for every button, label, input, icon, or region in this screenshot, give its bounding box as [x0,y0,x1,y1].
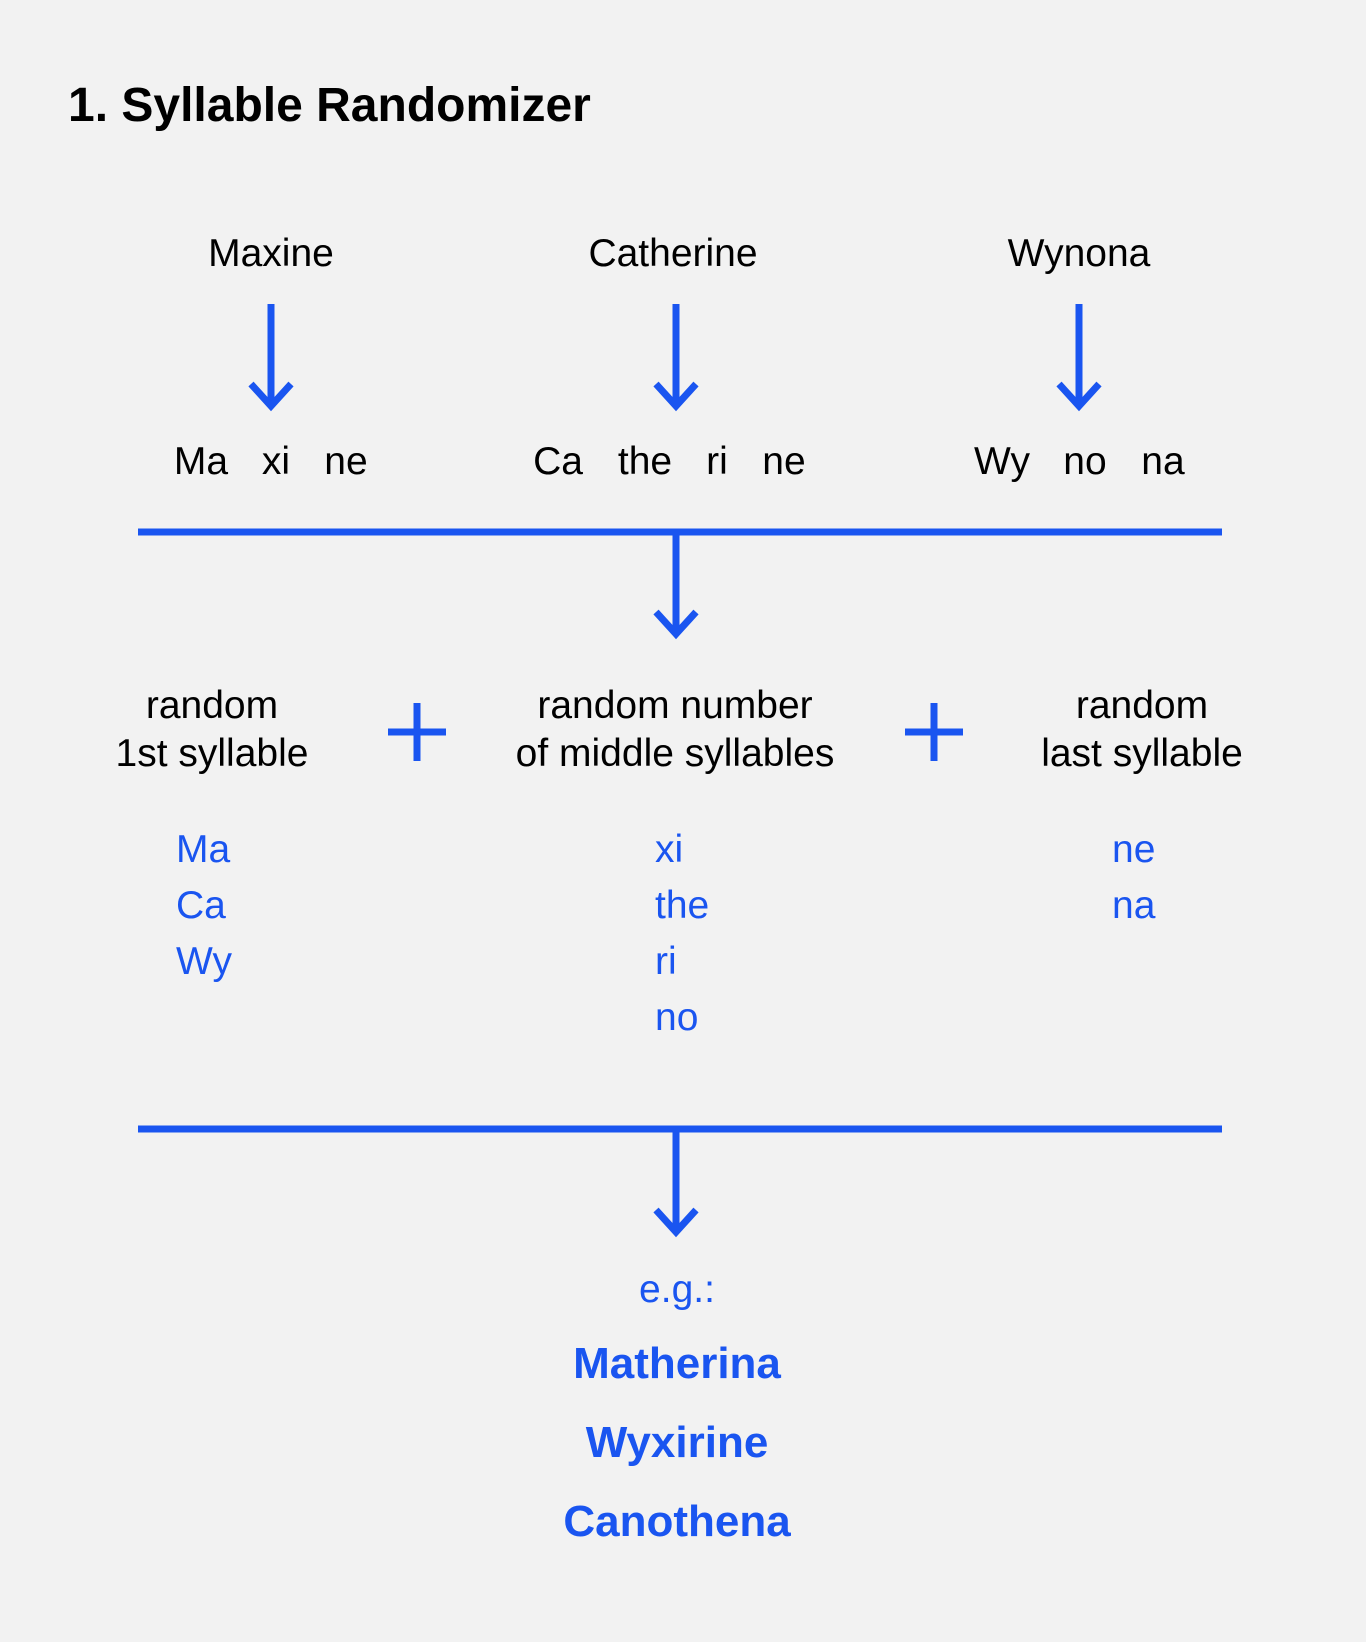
page-title: 1. Syllable Randomizer [68,79,591,132]
category-line: last syllable [1041,732,1243,775]
plus-icon [388,703,446,761]
category-line: of middle syllables [515,732,835,775]
category-last-syllable: random last syllable [1041,682,1243,778]
syllable: the [617,440,673,483]
syllable: Ca [533,440,583,483]
middle-syllable-pool: xi the ri no [655,822,709,1046]
first-syllable-pool: Ma Ca Wy [176,822,232,990]
last-syllable-pool: ne na [1112,822,1155,934]
category-line: random number [537,684,813,727]
arrow-collector-bottom-icon [653,1129,699,1238]
arrow-catherine-icon [653,304,699,412]
list-item: Ma [176,828,231,871]
syllable: ne [762,440,806,483]
list-item: ri [655,940,677,983]
category-line: random [145,684,279,727]
list-item: ne [1112,828,1156,871]
list-item: Ca [176,884,226,927]
list-item: no [655,996,699,1039]
list-item: Wy [176,940,232,983]
list-item: the [655,884,710,927]
example-label: e.g.: [639,1268,715,1311]
list-item: na [1112,884,1156,927]
arrow-wynona-icon [1056,304,1102,412]
result-name: Canothena [563,1497,791,1546]
category-line: 1st syllable [115,732,309,775]
arrow-maxine-icon [248,304,294,412]
source-name-maxine: Maxine [208,232,334,275]
category-middle-syllables: random number of middle syllables [516,682,835,778]
syllable: xi [261,440,291,483]
list-item: xi [655,828,684,871]
source-name-wynona: Wynona [1007,232,1151,275]
syllable: Ma [173,440,229,483]
syllable: na [1141,440,1185,483]
syllable: ne [324,440,368,483]
result-name: Wyxirine [585,1418,769,1467]
syllable: no [1063,440,1107,483]
category-line: random [1075,684,1209,727]
category-first-syllable: random 1st syllable [116,682,309,778]
source-name-catherine: Catherine [588,232,758,275]
syllable: Wy [974,440,1030,483]
syllable: ri [706,440,728,483]
plus-icon [905,703,963,761]
result-name: Matherina [573,1339,781,1388]
arrow-collector-top-icon [653,532,699,640]
